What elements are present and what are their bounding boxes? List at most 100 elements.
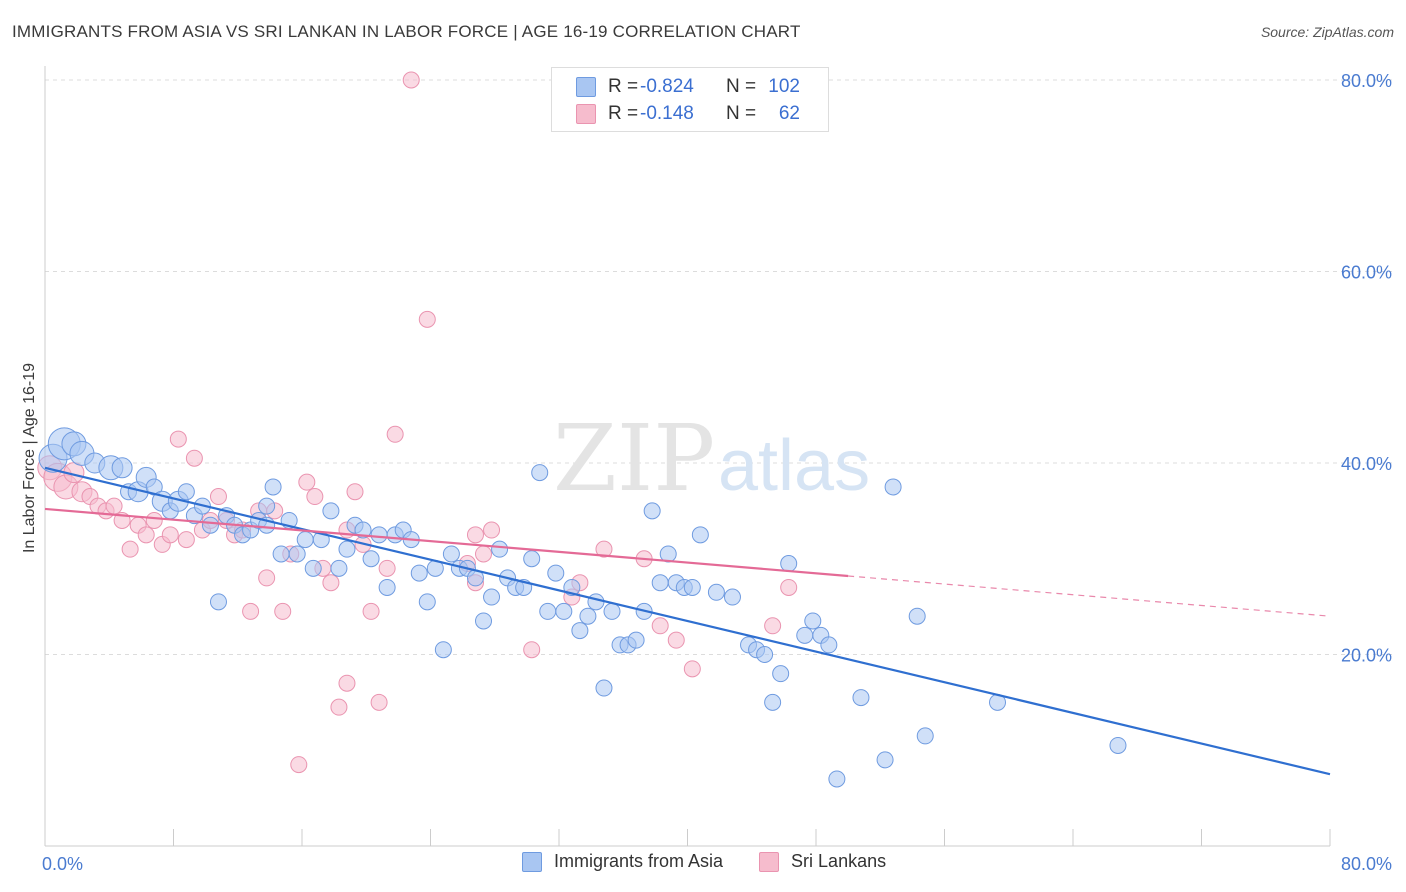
tick-labels: 20.0% 40.0% 60.0% 80.0% 0.0% 80.0% (42, 71, 1392, 874)
r-label: R = (608, 103, 639, 124)
data-point-sri-lankans (145, 511, 163, 529)
data-point-asia (683, 578, 701, 596)
data-point-asia (772, 665, 790, 683)
data-point-asia (296, 531, 314, 549)
data-point-asia (330, 559, 348, 577)
data-point-asia (723, 588, 741, 606)
legend-label-asia: Immigrants from Asia (554, 851, 724, 871)
data-point-asia (539, 602, 557, 620)
data-point-asia (264, 478, 282, 496)
data-point-asia (756, 646, 774, 663)
data-point-sri-lankans (169, 430, 187, 448)
trend-lines (44, 466, 1331, 776)
data-point-sri-lankans (121, 540, 139, 558)
data-point-asia (828, 770, 846, 788)
data-point-asia (547, 564, 565, 582)
x-tick-label: 80.0% (1341, 854, 1392, 874)
data-point-asia (531, 464, 549, 482)
legend-swatch-blue (522, 851, 542, 872)
trend-line-asia (44, 466, 1331, 776)
data-point-sri-lankans (378, 559, 396, 577)
data-point-asia (780, 555, 798, 573)
data-point-asia (442, 545, 460, 563)
watermark: ZIP atlas (553, 405, 870, 512)
data-point-asia (418, 593, 436, 611)
data-point-asia (523, 550, 541, 568)
data-point-sri-lankans (306, 488, 324, 506)
data-point-sri-lankans (475, 545, 493, 563)
data-point-sri-lankans (595, 540, 613, 558)
data-point-asia (571, 622, 589, 640)
data-point-asia (691, 526, 709, 544)
data-point-asia (491, 540, 509, 558)
r-label: R = (608, 76, 639, 97)
data-point-sri-lankans (185, 449, 203, 467)
data-point-asia (555, 602, 573, 620)
data-point-sri-lankans (362, 602, 380, 620)
data-point-asia (627, 631, 645, 649)
data-point-asia (209, 593, 227, 611)
data-point-asia (272, 545, 290, 563)
data-point-asia (852, 689, 870, 707)
data-point-sri-lankans (386, 425, 404, 443)
data-point-asia (410, 564, 428, 582)
data-point-asia (362, 550, 380, 568)
data-point-asia (916, 727, 934, 745)
data-point-sri-lankans (105, 497, 123, 515)
legend-row-sri-lankans: R = -0.148 N = 62 (576, 101, 800, 127)
data-point-sri-lankans (242, 602, 260, 620)
y-tick-label: 20.0% (1341, 646, 1392, 666)
data-point-sri-lankans (330, 698, 348, 716)
data-point-sri-lankans (418, 310, 436, 328)
data-point-asia (884, 478, 902, 496)
data-point-sri-lankans (402, 71, 420, 89)
data-point-asia (643, 502, 661, 520)
y-axis-label: In Labor Force | Age 16-19 (21, 363, 38, 553)
data-point-asia (338, 540, 356, 558)
data-point-asia (908, 607, 926, 625)
legend-swatch-pink (759, 851, 780, 872)
data-point-asia (288, 545, 306, 563)
series-immigrants-from-asia (38, 427, 1127, 788)
data-point-sri-lankans (209, 488, 227, 506)
data-point-asia (322, 502, 340, 520)
y-tick-label: 80.0% (1341, 71, 1392, 91)
data-point-asia (603, 602, 621, 620)
watermark-atlas: atlas (718, 426, 870, 506)
data-point-asia (111, 457, 133, 479)
data-point-asia (201, 516, 219, 534)
correlation-legend: R = -0.824 N = 102 R = -0.148 N = 62 (551, 67, 829, 132)
legend-label-sri-lankans: Sri Lankans (791, 851, 887, 871)
data-point-asia (651, 574, 669, 592)
data-point-asia (764, 693, 782, 711)
data-point-sri-lankans (370, 693, 388, 711)
data-point-sri-lankans (258, 569, 276, 587)
data-point-sri-lankans (523, 641, 541, 659)
data-point-sri-lankans (298, 473, 316, 491)
legend-row-asia: R = -0.824 N = 102 (576, 74, 800, 100)
data-point-asia (354, 521, 372, 539)
source-label: Source: ZipAtlas.com (1260, 24, 1394, 40)
data-point-asia (177, 483, 195, 501)
data-point-sri-lankans (290, 756, 308, 774)
legend-swatch-blue (576, 77, 596, 97)
data-point-sri-lankans (651, 617, 669, 635)
data-point-asia (707, 583, 725, 601)
data-point-sri-lankans (161, 526, 179, 544)
y-tick-label: 60.0% (1341, 263, 1392, 283)
data-point-asia (804, 612, 822, 630)
data-point-asia (595, 679, 613, 697)
data-point-sri-lankans (466, 526, 484, 544)
n-value: 62 (778, 103, 800, 124)
y-tick-label: 40.0% (1341, 454, 1392, 474)
data-point-sri-lankans (764, 617, 782, 635)
n-label: N = (726, 103, 757, 124)
data-point-sri-lankans (667, 631, 685, 649)
grid-lines (45, 79, 1392, 655)
data-point-sri-lankans (322, 574, 340, 592)
data-point-asia (475, 612, 493, 630)
trend-line-sri-lankans-extension (848, 575, 1331, 617)
data-point-sri-lankans (683, 660, 701, 678)
data-point-sri-lankans (780, 578, 798, 596)
